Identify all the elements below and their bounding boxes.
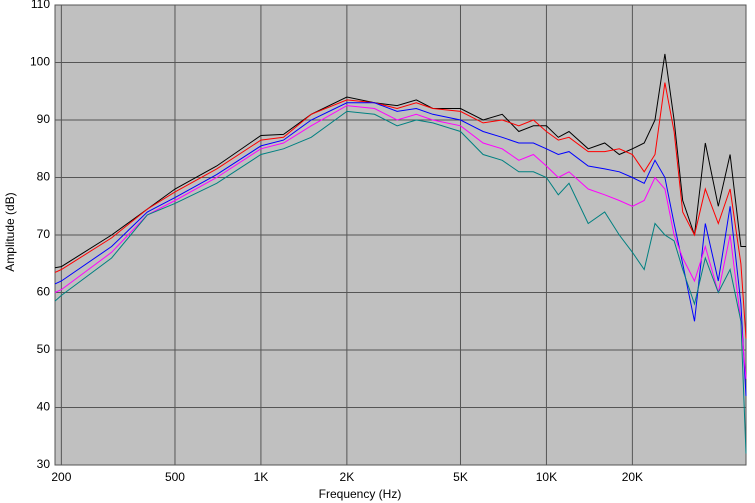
y-tick-label: 100 — [30, 55, 50, 69]
y-axis-title: Amplitude (dB) — [3, 192, 17, 271]
y-tick-label: 40 — [37, 400, 51, 414]
x-tick-label: 5K — [453, 470, 468, 484]
y-tick-label: 110 — [31, 0, 50, 11]
series-line — [54, 110, 747, 454]
y-tick-label: 80 — [37, 170, 51, 184]
x-tick-label: 1K — [254, 470, 269, 484]
series-line — [54, 53, 746, 269]
x-axis-title: Frequency (Hz) — [319, 487, 402, 501]
y-tick-label: 90 — [37, 112, 51, 126]
series-line — [54, 105, 747, 379]
x-tick-label: 20K — [622, 470, 643, 484]
y-tick-label: 30 — [37, 457, 51, 471]
x-tick-label: 10K — [536, 470, 557, 484]
series-line — [54, 82, 747, 339]
x-tick-label: 2K — [340, 470, 355, 484]
y-tick-label: 60 — [37, 285, 51, 299]
x-tick-label: 500 — [165, 470, 185, 484]
y-tick-label: 70 — [37, 227, 51, 241]
series-line — [54, 102, 747, 397]
x-tick-label: 200 — [51, 470, 71, 484]
y-tick-label: 50 — [37, 342, 51, 356]
